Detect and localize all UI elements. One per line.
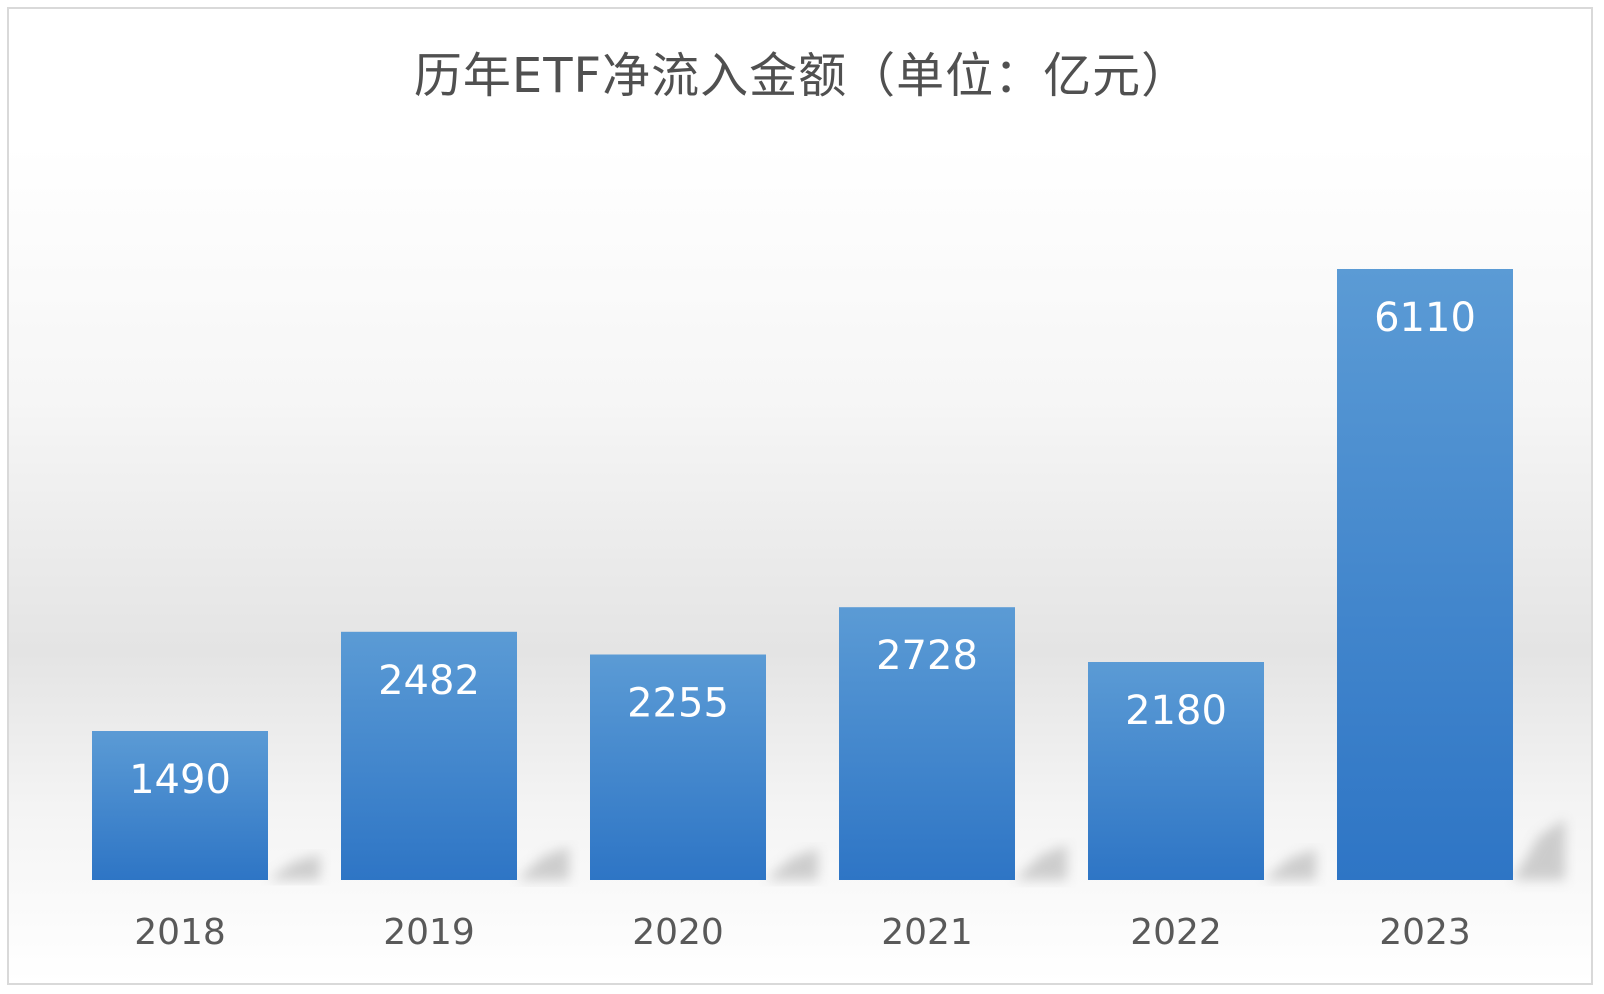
bar-2020: [590, 654, 766, 880]
data-label-2022: 2180: [1125, 688, 1227, 734]
bar-2019: [341, 631, 517, 880]
chart-title: 历年ETF净流入金额（单位：亿元）: [413, 48, 1191, 104]
x-tick-label-2023: 2023: [1379, 912, 1471, 953]
bar-2021: [839, 607, 1015, 880]
bar-shadow: [1015, 844, 1067, 880]
x-tick-label-2020: 2020: [632, 912, 724, 953]
bar-shadow: [517, 846, 569, 880]
x-tick-label-2018: 2018: [134, 912, 226, 953]
x-tick-label-2019: 2019: [383, 912, 475, 953]
chart-frame: [7, 7, 1593, 985]
bar-shadow: [766, 848, 818, 880]
data-label-2023: 6110: [1374, 295, 1476, 341]
data-label-2019: 2482: [378, 658, 480, 704]
bar-shadow: [1264, 849, 1316, 880]
bar-2018: [92, 731, 268, 880]
data-label-2020: 2255: [627, 681, 729, 727]
data-label-2018: 1490: [129, 757, 231, 803]
bar-shadow: [268, 854, 320, 880]
x-tick-label-2022: 2022: [1130, 912, 1222, 953]
data-label-2021: 2728: [876, 633, 978, 679]
bar-2023: [1337, 269, 1513, 880]
bar-shadow: [1513, 818, 1565, 880]
x-tick-label-2021: 2021: [881, 912, 973, 953]
bar-2022: [1088, 662, 1264, 880]
